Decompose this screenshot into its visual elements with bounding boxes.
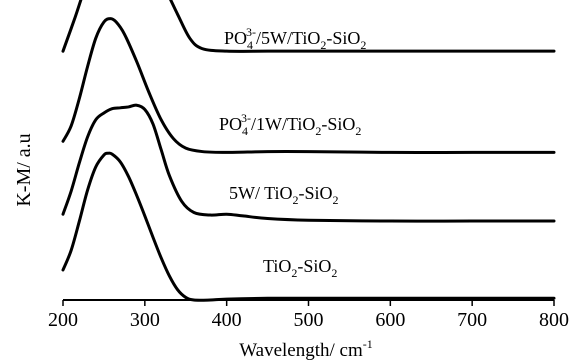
series-label-part: 2	[360, 38, 366, 52]
series-label-part: 2	[320, 38, 326, 52]
series-line-3	[61, 151, 556, 302]
x-tick-label: 400	[212, 309, 242, 331]
x-tick-label: 600	[375, 309, 405, 331]
series-label-part: -SiO	[297, 256, 331, 276]
x-axis-label-text: Wavelength/ cm	[239, 340, 363, 361]
x-axis: 200 300 400 500 600 700 800	[48, 299, 569, 331]
x-tick-label: 500	[294, 309, 324, 331]
series-label-part: -SiO	[321, 114, 355, 134]
series-label-3: TiO2-SiO2	[263, 256, 337, 280]
series-label-part: 2	[293, 193, 299, 207]
series-label-part: 3-	[246, 25, 256, 39]
series-label-1: PO43-/1W/TiO2-SiO2	[219, 111, 361, 138]
series-line-2	[61, 103, 556, 223]
series-label-part: 4	[247, 38, 253, 52]
x-tick-label: 800	[539, 309, 569, 331]
x-axis-ticks: 200 300 400 500 600 700 800	[48, 300, 569, 331]
series-line-1	[61, 17, 556, 154]
series-labels: PO43-/5W/TiO2-SiO2PO43-/1W/TiO2-SiO25W/ …	[219, 25, 366, 280]
series-label-part: 3-	[241, 111, 251, 125]
series-label-part: 2	[333, 193, 339, 207]
series-label-2: 5W/ TiO2-SiO2	[229, 183, 339, 207]
series-label-part: -SiO	[326, 28, 360, 48]
series-line-0	[61, 0, 556, 53]
series-label-part: /1W/TiO	[251, 114, 315, 134]
series-label-part: /5W/TiO	[256, 28, 320, 48]
series-label-part: -SiO	[299, 183, 333, 203]
series-label-0: PO43-/5W/TiO2-SiO2	[224, 25, 366, 52]
series-label-part: 5W/ TiO	[229, 183, 293, 203]
x-tick-label: 300	[130, 309, 160, 331]
x-axis-label-superscript: -1	[363, 337, 373, 351]
y-axis-label: K-M/ a.u	[13, 133, 35, 206]
series-label-part: TiO	[263, 256, 291, 276]
x-tick-label: 700	[457, 309, 487, 331]
series-label-part: PO	[219, 114, 242, 134]
series-label-part: 4	[242, 124, 248, 138]
x-axis-label: Wavelength/ cm-1	[239, 337, 373, 361]
series-curves	[61, 0, 556, 302]
x-tick-label: 200	[48, 309, 78, 331]
series-label-part: PO	[224, 28, 247, 48]
series-label-part: 2	[315, 124, 321, 138]
series-label-part: 2	[331, 266, 337, 280]
series-label-part: 2	[291, 266, 297, 280]
series-label-part: 2	[355, 124, 361, 138]
